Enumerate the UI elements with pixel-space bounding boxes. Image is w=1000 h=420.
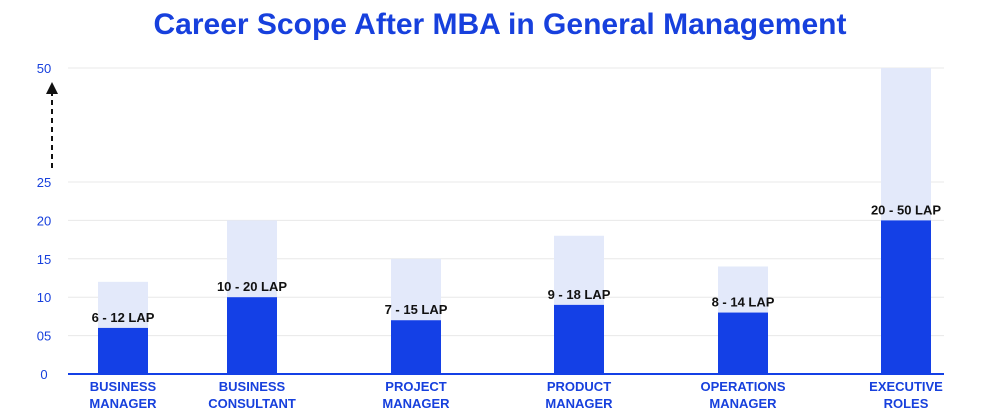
x-tick-label: PRODUCT MANAGER: [545, 379, 613, 411]
y-tick-label: 10: [37, 290, 51, 305]
data-label: 6 - 12 LAP: [92, 310, 155, 325]
bar-min-salary: [554, 304, 604, 374]
bar-min-salary: [881, 220, 931, 374]
y-tick-label: 05: [37, 329, 51, 344]
data-label: 9 - 18 LAP: [548, 287, 611, 302]
bar-min-salary: [391, 320, 441, 374]
y-tick-label: 0: [40, 367, 47, 382]
data-label: 8 - 14 LAP: [712, 295, 775, 310]
bar-min-salary: [227, 297, 277, 374]
axis-break-arrow: [46, 82, 58, 168]
x-tick-label: BUSINESS CONSULTANT: [208, 379, 296, 411]
data-label: 10 - 20 LAP: [217, 279, 287, 294]
x-tick-label: BUSINESS MANAGER: [89, 379, 157, 411]
y-axis-ticks: 0 05 10 15 20 25 50: [37, 61, 51, 382]
data-label: 20 - 50 LAP: [871, 202, 941, 217]
bar-min-salary: [98, 327, 148, 374]
x-tick-label: OPERATIONS MANAGER: [701, 379, 786, 411]
gridlines: [68, 67, 944, 337]
arrow-head-icon: [46, 82, 58, 94]
x-tick-label: PROJECT MANAGER: [382, 379, 450, 411]
x-tick-label: EXECUTIVE ROLES: [869, 379, 943, 411]
y-tick-label: 50: [37, 61, 51, 76]
bar-min-salary: [718, 312, 768, 374]
chart-title: Career Scope After MBA in General Manage…: [154, 8, 847, 41]
bars: [98, 68, 931, 374]
x-axis-labels: BUSINESS MANAGER BUSINESS CONSULTANT PROJECT…: [89, 379, 943, 411]
data-labels: 6 - 12 LAP 10 - 20 LAP 7 - 15 LAP 9 - 18 LA…: [92, 202, 942, 325]
y-tick-label: 25: [37, 175, 51, 190]
y-tick-label: 15: [37, 252, 51, 267]
y-tick-label: 20: [37, 213, 51, 228]
data-label: 7 - 15 LAP: [385, 302, 448, 317]
